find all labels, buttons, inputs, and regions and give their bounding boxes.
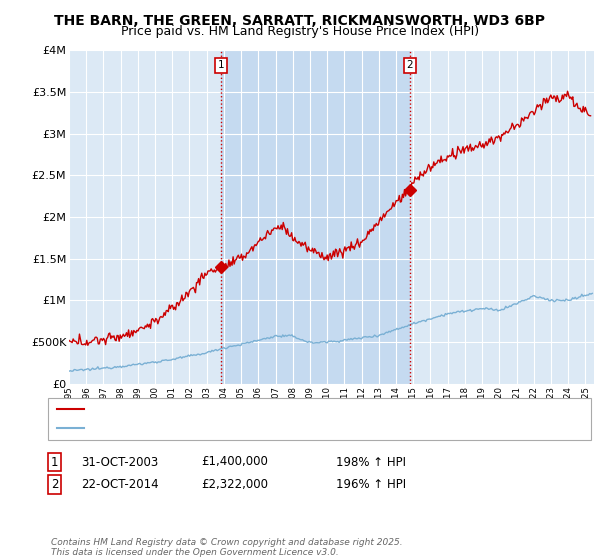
Text: THE BARN, THE GREEN, SARRATT, RICKMANSWORTH, WD3 6BP: THE BARN, THE GREEN, SARRATT, RICKMANSWO… — [55, 14, 545, 28]
Text: 1: 1 — [218, 60, 224, 71]
Text: 22-OCT-2014: 22-OCT-2014 — [81, 478, 158, 491]
Text: THE BARN, THE GREEN, SARRATT, RICKMANSWORTH, WD3 6BP (detached house): THE BARN, THE GREEN, SARRATT, RICKMANSWO… — [90, 404, 543, 414]
Bar — [221, 50, 410, 384]
Text: Contains HM Land Registry data © Crown copyright and database right 2025.
This d: Contains HM Land Registry data © Crown c… — [51, 538, 403, 557]
Text: 2: 2 — [51, 478, 59, 491]
Text: 1: 1 — [51, 455, 59, 469]
Text: 196% ↑ HPI: 196% ↑ HPI — [336, 478, 406, 491]
Text: Price paid vs. HM Land Registry's House Price Index (HPI): Price paid vs. HM Land Registry's House … — [121, 25, 479, 38]
Text: 198% ↑ HPI: 198% ↑ HPI — [336, 455, 406, 469]
Text: HPI: Average price, detached house, Three Rivers: HPI: Average price, detached house, Thre… — [90, 423, 367, 433]
Text: £2,322,000: £2,322,000 — [201, 478, 268, 491]
Text: 2: 2 — [407, 60, 413, 71]
Text: £1,400,000: £1,400,000 — [201, 455, 268, 469]
Text: 31-OCT-2003: 31-OCT-2003 — [81, 455, 158, 469]
